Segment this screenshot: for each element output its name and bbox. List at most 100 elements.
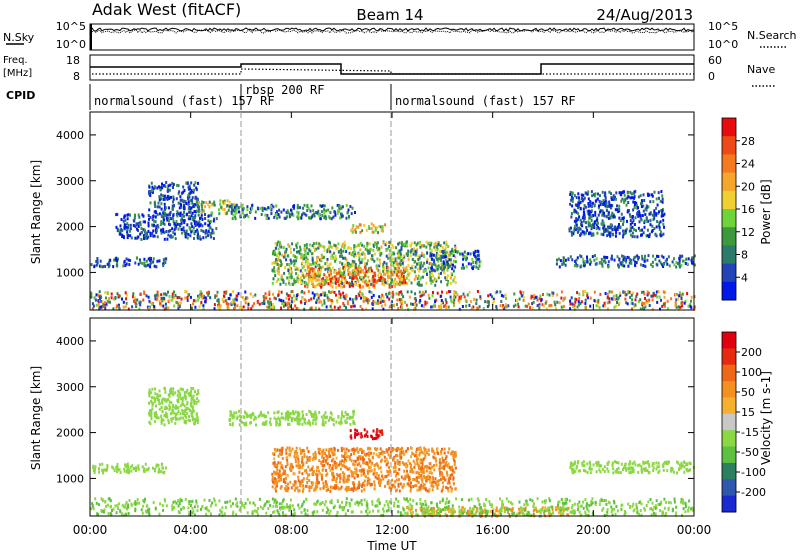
colorbar-swatch <box>722 413 736 431</box>
nave-tick-lo: 0 <box>708 70 715 83</box>
colorbar-swatch <box>722 263 736 283</box>
nsearch-label: N.Search <box>747 29 797 42</box>
xtick-label: 00:00 <box>73 523 108 537</box>
freq-tick-hi: 18 <box>66 54 80 67</box>
colorbar-tick-label: 4 <box>741 271 748 284</box>
freq-tick-lo: 8 <box>73 70 80 83</box>
colorbar-swatch <box>722 332 736 349</box>
xtick-label: 16:00 <box>475 523 510 537</box>
colorbar-swatch <box>722 209 736 228</box>
ytick-label: 2000 <box>56 427 84 440</box>
xtick-label: 00:00 <box>677 523 712 537</box>
ytick-label: 1000 <box>56 472 84 485</box>
velocity-colorbar-label: Velocity [m s-1] <box>759 371 773 465</box>
nsky-tick-lo: 10^0 <box>56 38 86 51</box>
ytick-label: 4000 <box>56 335 84 348</box>
velocity-region-6 <box>569 460 695 475</box>
colorbar-tick-label: 15 <box>741 406 755 419</box>
colorbar-swatch <box>722 397 736 415</box>
power-colorbar-label: Power [dB] <box>759 179 773 244</box>
colorbar-swatch <box>722 281 736 301</box>
xtick-label: 12:00 <box>375 523 410 537</box>
power-region-10 <box>555 254 696 269</box>
colorbar-swatch <box>722 154 736 174</box>
velocity-region-0 <box>148 386 200 427</box>
colorbar-tick-label: 20 <box>741 180 755 193</box>
cpid-segment-2: rbsp 200 RF <box>245 83 324 97</box>
colorbar-swatch <box>722 190 736 210</box>
colorbar-swatch <box>722 172 736 192</box>
colorbar-tick-label: 8 <box>741 249 748 262</box>
velocity-colorbar: -200 -100 -50 -15 15 50 100 200 <box>721 331 766 513</box>
power-region-9 <box>568 189 666 239</box>
nave-label: Nave <box>747 63 775 76</box>
cpid-segment-3: normalsound (fast) 157 RF <box>395 94 576 108</box>
power-region-1 <box>115 212 218 241</box>
power-region-7 <box>350 222 387 235</box>
nsearch-tick-lo: 10^0 <box>708 38 738 51</box>
colorbar-swatch <box>722 446 736 464</box>
colorbar-swatch <box>722 136 736 155</box>
colorbar-swatch <box>722 118 736 137</box>
colorbar-swatch <box>722 364 736 382</box>
nsky-tick-hi: 10^5 <box>56 20 86 33</box>
power-ylabel: Slant Range [km] <box>29 160 43 264</box>
colorbar-tick-label: 100 <box>741 366 762 379</box>
colorbar-swatch <box>722 348 736 366</box>
velocity-region-3 <box>271 446 457 493</box>
colorbar-swatch <box>722 381 736 398</box>
power-region-3 <box>228 203 356 221</box>
velocity-region-2 <box>228 409 356 427</box>
power-colorbar: 4 8 12 16 20 24 28 <box>721 117 755 301</box>
nave-tick-hi: 60 <box>708 54 722 67</box>
xtick-label: 08:00 <box>274 523 309 537</box>
colorbar-tick-label: 16 <box>741 203 755 216</box>
colorbar-tick-label: -50 <box>741 446 759 459</box>
colorbar-tick-label: -15 <box>741 426 759 439</box>
power-yticks: 1000 2000 3000 4000 <box>56 129 694 279</box>
power-near-range-noise <box>90 290 696 311</box>
freq-unit-label: [MHz] <box>3 68 32 79</box>
ytick-label: 3000 <box>56 381 84 394</box>
ytick-label: 3000 <box>56 175 84 188</box>
station-title: Adak West (fitACF) <box>92 0 241 19</box>
ytick-label: 4000 <box>56 129 84 142</box>
power-region-4 <box>90 256 168 269</box>
nsky-label: N.Sky <box>3 31 35 44</box>
velocity-region-4 <box>349 428 384 441</box>
ytick-label: 1000 <box>56 266 84 279</box>
colorbar-tick-label: 50 <box>741 386 755 399</box>
time-axis-ticks: 00:00 04:00 08:00 12:00 16:00 20:00 00:00 <box>73 112 712 537</box>
colorbar-tick-label: 12 <box>741 226 755 239</box>
velocity-yticks: 1000 2000 3000 4000 <box>56 335 694 485</box>
power-region-2 <box>195 199 238 216</box>
noise-traces <box>89 24 695 50</box>
colorbar-tick-label: -100 <box>741 466 766 479</box>
colorbar-tick-label: -200 <box>741 486 766 499</box>
time-axis-label: Time UT <box>366 539 417 553</box>
nave-trace <box>92 68 694 75</box>
colorbar-tick-label: 28 <box>741 135 755 148</box>
colorbar-tick-label: 24 <box>741 158 755 171</box>
cpid-label: CPID <box>6 89 35 102</box>
colorbar-tick-label: 200 <box>741 346 762 359</box>
xtick-label: 20:00 <box>576 523 611 537</box>
nsearch-tick-hi: 10^5 <box>708 20 738 33</box>
velocity-heatmap <box>90 386 695 518</box>
cpid-segment-1: normalsound (fast) 157 RF <box>94 94 275 108</box>
xtick-label: 04:00 <box>173 523 208 537</box>
velocity-region-1 <box>92 462 167 475</box>
ytick-label: 2000 <box>56 221 84 234</box>
colorbar-swatch <box>722 462 736 480</box>
power-region-6 <box>304 265 407 290</box>
colorbar-swatch <box>722 245 736 265</box>
freq-label: Freq. <box>3 55 28 66</box>
nsearch-trace <box>89 29 695 34</box>
power-region-8 <box>430 249 482 271</box>
freq-nave-traces <box>90 63 694 75</box>
colorbar-frame <box>721 331 737 513</box>
beam-title: Beam 14 <box>356 6 423 24</box>
nsky-trace <box>89 27 695 32</box>
colorbar-swatch <box>722 430 736 448</box>
